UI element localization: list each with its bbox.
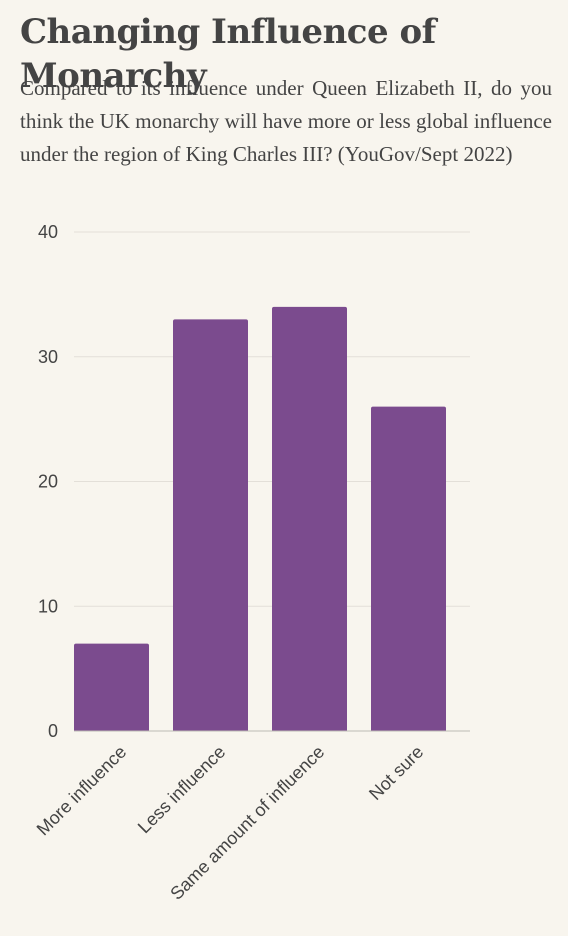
bar-more-influence (74, 643, 149, 731)
y-tick-label: 10 (38, 596, 58, 616)
y-tick-label: 0 (48, 721, 58, 741)
x-tick-label: More influence (33, 742, 131, 840)
x-tick-label: Less influence (134, 742, 230, 838)
bars (74, 306, 446, 731)
bar-same-amount-of-influence (272, 306, 347, 731)
y-tick-labels: 0 10 20 30 40 (38, 222, 58, 741)
chart-subtitle: Compared to its influence under Queen El… (20, 76, 552, 166)
bar-chart: 0 10 20 30 40 More influence Less influenceSa… (33, 222, 470, 904)
chart-title: Changing Influence of Monarchy (20, 12, 436, 96)
bar-less-influence (173, 319, 248, 731)
y-tick-label: 20 (38, 472, 58, 492)
bar-not-sure (371, 406, 446, 731)
y-tick-label: 30 (38, 347, 58, 367)
x-tick-label: Not sure (365, 742, 427, 804)
y-tick-label: 40 (38, 222, 58, 242)
